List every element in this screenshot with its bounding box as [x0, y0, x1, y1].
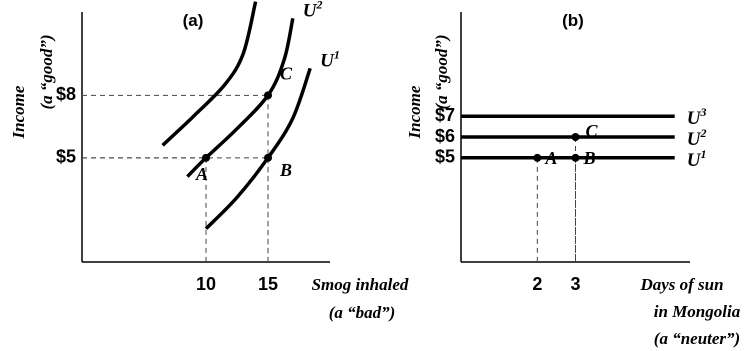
- chart-title-b: (b): [562, 11, 584, 30]
- point-label-b-A: A: [544, 148, 557, 168]
- x-axis-label-b-2: in Mongolia: [654, 302, 741, 321]
- y-axis-label-a: Income: [9, 85, 28, 139]
- y-tick-b-$5: $5: [435, 147, 455, 167]
- curve-label-a-u2: U2: [303, 0, 323, 21]
- x-axis-label-a-2: (a “bad”): [329, 303, 396, 322]
- curve-label-a-u1: U1: [320, 47, 340, 71]
- point-b-C: [571, 133, 580, 141]
- curve-a-u3: [161, 1, 258, 147]
- curve-label-sup-b-0: 3: [699, 105, 706, 119]
- x-axis-label-a-1: Smog inhaled: [312, 275, 409, 294]
- y-axis-label-sub-b: (a “good”): [432, 34, 451, 109]
- point-b-B: [571, 153, 580, 162]
- curve-label-sup-b-1: 2: [699, 126, 706, 140]
- point-a-B: [264, 153, 272, 162]
- panel-a: (a) Income (a “good”) Smog inhaled (a “bad”)…: [9, 0, 409, 322]
- curve-label-sup-a-2: 1: [334, 47, 340, 61]
- point-label-a-A: A: [195, 164, 208, 184]
- curve-label-sup-b-2: 1: [700, 147, 706, 161]
- y-tick-a-$5: $5: [56, 147, 76, 167]
- curve-label-a-u3: U3: [266, 0, 286, 5]
- point-label-b-C: C: [585, 121, 598, 141]
- curve-label-sup-a-1: 2: [316, 0, 323, 11]
- x-tick-a-15: 15: [258, 274, 278, 294]
- y-tick-b-$7: $7: [435, 105, 455, 125]
- y-axis-label-sub-a: (a “good”): [37, 34, 56, 109]
- curve-label-base-a-2: U: [320, 50, 335, 71]
- y-tick-a-$8: $8: [56, 84, 76, 104]
- point-label-b-B: B: [582, 148, 595, 168]
- curve-a-u1: [204, 67, 312, 230]
- x-tick-b-2: 2: [532, 274, 542, 294]
- curve-label-b-u3: U3: [687, 105, 707, 129]
- chart-title-a: (a): [183, 11, 204, 30]
- x-tick-a-10: 10: [196, 274, 216, 294]
- curve-a-u2: [186, 17, 295, 178]
- curve-label-base-a-0: U: [266, 0, 281, 5]
- point-label-a-C: C: [280, 63, 293, 83]
- curve-label-base-b-1: U: [687, 129, 702, 150]
- curve-label-b-u1: U1: [687, 147, 707, 171]
- curve-label-base-a-1: U: [303, 0, 318, 21]
- curve-label-base-b-0: U: [687, 108, 702, 129]
- y-axis-label-b: Income: [405, 85, 424, 139]
- curve-label-base-b-2: U: [687, 150, 702, 171]
- point-a-C: [264, 91, 272, 100]
- point-b-A: [533, 153, 542, 162]
- point-a-A: [202, 153, 210, 162]
- x-axis-label-b-1: Days of sun: [639, 275, 723, 294]
- x-tick-b-3: 3: [570, 274, 580, 294]
- point-label-a-B: B: [279, 160, 292, 180]
- curve-label-b-u2: U2: [687, 126, 707, 150]
- panel-b: (b) Income (a “good”) Days of sun in Mongoli…: [405, 11, 741, 348]
- y-tick-b-$6: $6: [435, 126, 455, 146]
- x-axis-label-b-3: (a “neuter”): [654, 329, 740, 348]
